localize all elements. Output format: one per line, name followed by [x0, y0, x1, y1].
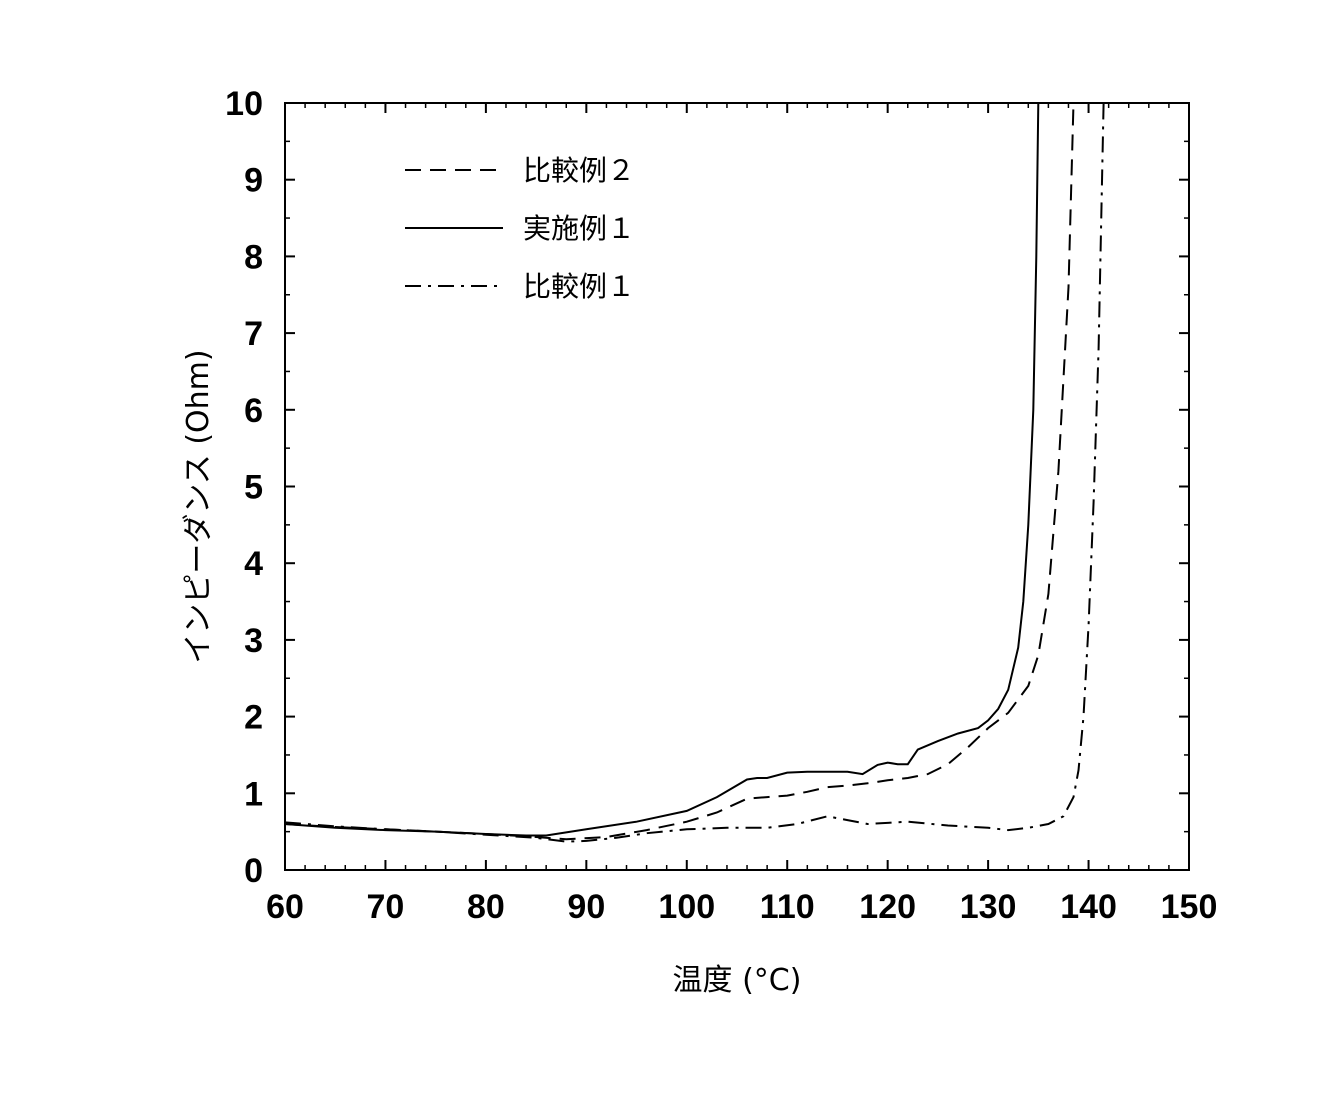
- x-tick-label: 140: [1060, 888, 1117, 926]
- x-tick-label: 100: [658, 888, 715, 926]
- x-tick-label: 110: [760, 888, 815, 926]
- y-axis-title: インピーダンス (Ohm): [181, 349, 216, 663]
- legend: 比較例２ 実施例１ 比較例１: [405, 154, 635, 303]
- y-tick-label: 9: [244, 162, 263, 200]
- series-layer: [285, 103, 1104, 842]
- x-tick-label: 130: [960, 888, 1017, 926]
- legend-label-2: 実施例１: [523, 212, 635, 245]
- y-tick-label: 1: [244, 775, 263, 813]
- y-tick-label: 7: [244, 315, 263, 353]
- plot-frame: [285, 103, 1189, 870]
- x-tick-label: 120: [859, 888, 916, 926]
- series-line-1: [285, 103, 1074, 839]
- x-tick-label: 80: [467, 888, 505, 926]
- y-tick-label: 3: [244, 622, 263, 660]
- x-axis-title: 温度 (°C): [673, 963, 802, 998]
- y-tick-label: 10: [225, 85, 263, 123]
- x-tick-label: 150: [1161, 888, 1218, 926]
- y-tick-label: 5: [244, 469, 263, 507]
- axes-layer: 60 70 80 90 100 110 120 130 140 150 0 1 2 3 4 5 6 7 8 9 10: [225, 85, 1217, 926]
- y-tick-label: 2: [244, 699, 263, 737]
- series-line-2: [285, 103, 1038, 836]
- y-tick-label: 4: [244, 545, 263, 583]
- legend-label-1: 比較例２: [523, 154, 635, 187]
- x-tick-label: 90: [567, 888, 605, 926]
- y-tick-label: 6: [244, 392, 263, 430]
- y-tick-label: 0: [244, 852, 263, 890]
- x-tick-label: 70: [367, 888, 405, 926]
- legend-label-3: 比較例１: [523, 270, 635, 303]
- series-line-3: [285, 103, 1104, 842]
- y-tick-label: 8: [244, 238, 263, 276]
- x-tick-label: 60: [266, 888, 304, 926]
